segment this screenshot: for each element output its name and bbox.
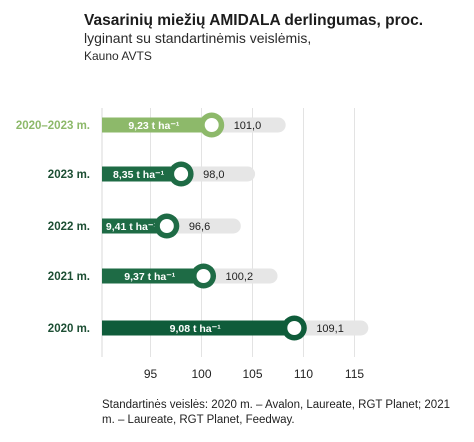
category-label: 2020–2023 m. [16, 120, 90, 132]
yield-label: 8,35 t ha⁻¹ [113, 169, 165, 181]
bar-end-marker-hole [204, 118, 219, 132]
bar [102, 166, 182, 182]
category-label: 2021 m. [48, 271, 90, 283]
bar [102, 117, 212, 133]
x-tick-label: 105 [242, 367, 262, 381]
bar [102, 320, 295, 336]
value-label: 101,0 [234, 120, 262, 132]
chart-subtitle: lyginant su standartinėmis veislėmis, [84, 30, 312, 46]
x-tick-label: 100 [191, 367, 211, 381]
value-label: 98,0 [203, 169, 224, 181]
yield-label: 9,08 t ha⁻¹ [170, 323, 222, 335]
x-tick-label: 115 [345, 367, 364, 381]
category-label: 2023 m. [48, 169, 90, 181]
bar-end-marker-hole [196, 269, 211, 283]
bar-track [173, 166, 256, 182]
bar-end-marker-hole [174, 167, 189, 181]
bar [102, 218, 167, 234]
chart-title: Vasarinių miežių AMIDALA derlingumas, pr… [84, 12, 424, 29]
yield-label: 9,37 t ha⁻¹ [124, 271, 176, 283]
bar-track [195, 268, 278, 284]
bar [102, 268, 204, 284]
footnote: Standartinės veislės: 2020 m. – Avalon, … [102, 399, 450, 426]
category-label: 2020 m. [48, 323, 90, 335]
bar-track [158, 218, 241, 234]
bar-track [203, 117, 286, 133]
value-label: 100,2 [226, 271, 254, 283]
value-label: 109,1 [316, 323, 344, 335]
yield-label: 9,23 t ha⁻¹ [128, 120, 180, 132]
yield-label: 9,41 t ha⁻¹ [106, 221, 158, 233]
title-block: Vasarinių miežių AMIDALA derlingumas, pr… [84, 12, 464, 64]
category-label: 2022 m. [48, 221, 90, 233]
chart-source: Kauno AVTS [84, 49, 152, 63]
value-label: 96,6 [189, 221, 210, 233]
bar-end-marker-hole [287, 321, 302, 335]
x-tick-label: 110 [294, 367, 313, 381]
bar-track [286, 320, 369, 336]
x-tick-label: 95 [144, 367, 158, 381]
bar-end-marker-hole [159, 219, 174, 233]
